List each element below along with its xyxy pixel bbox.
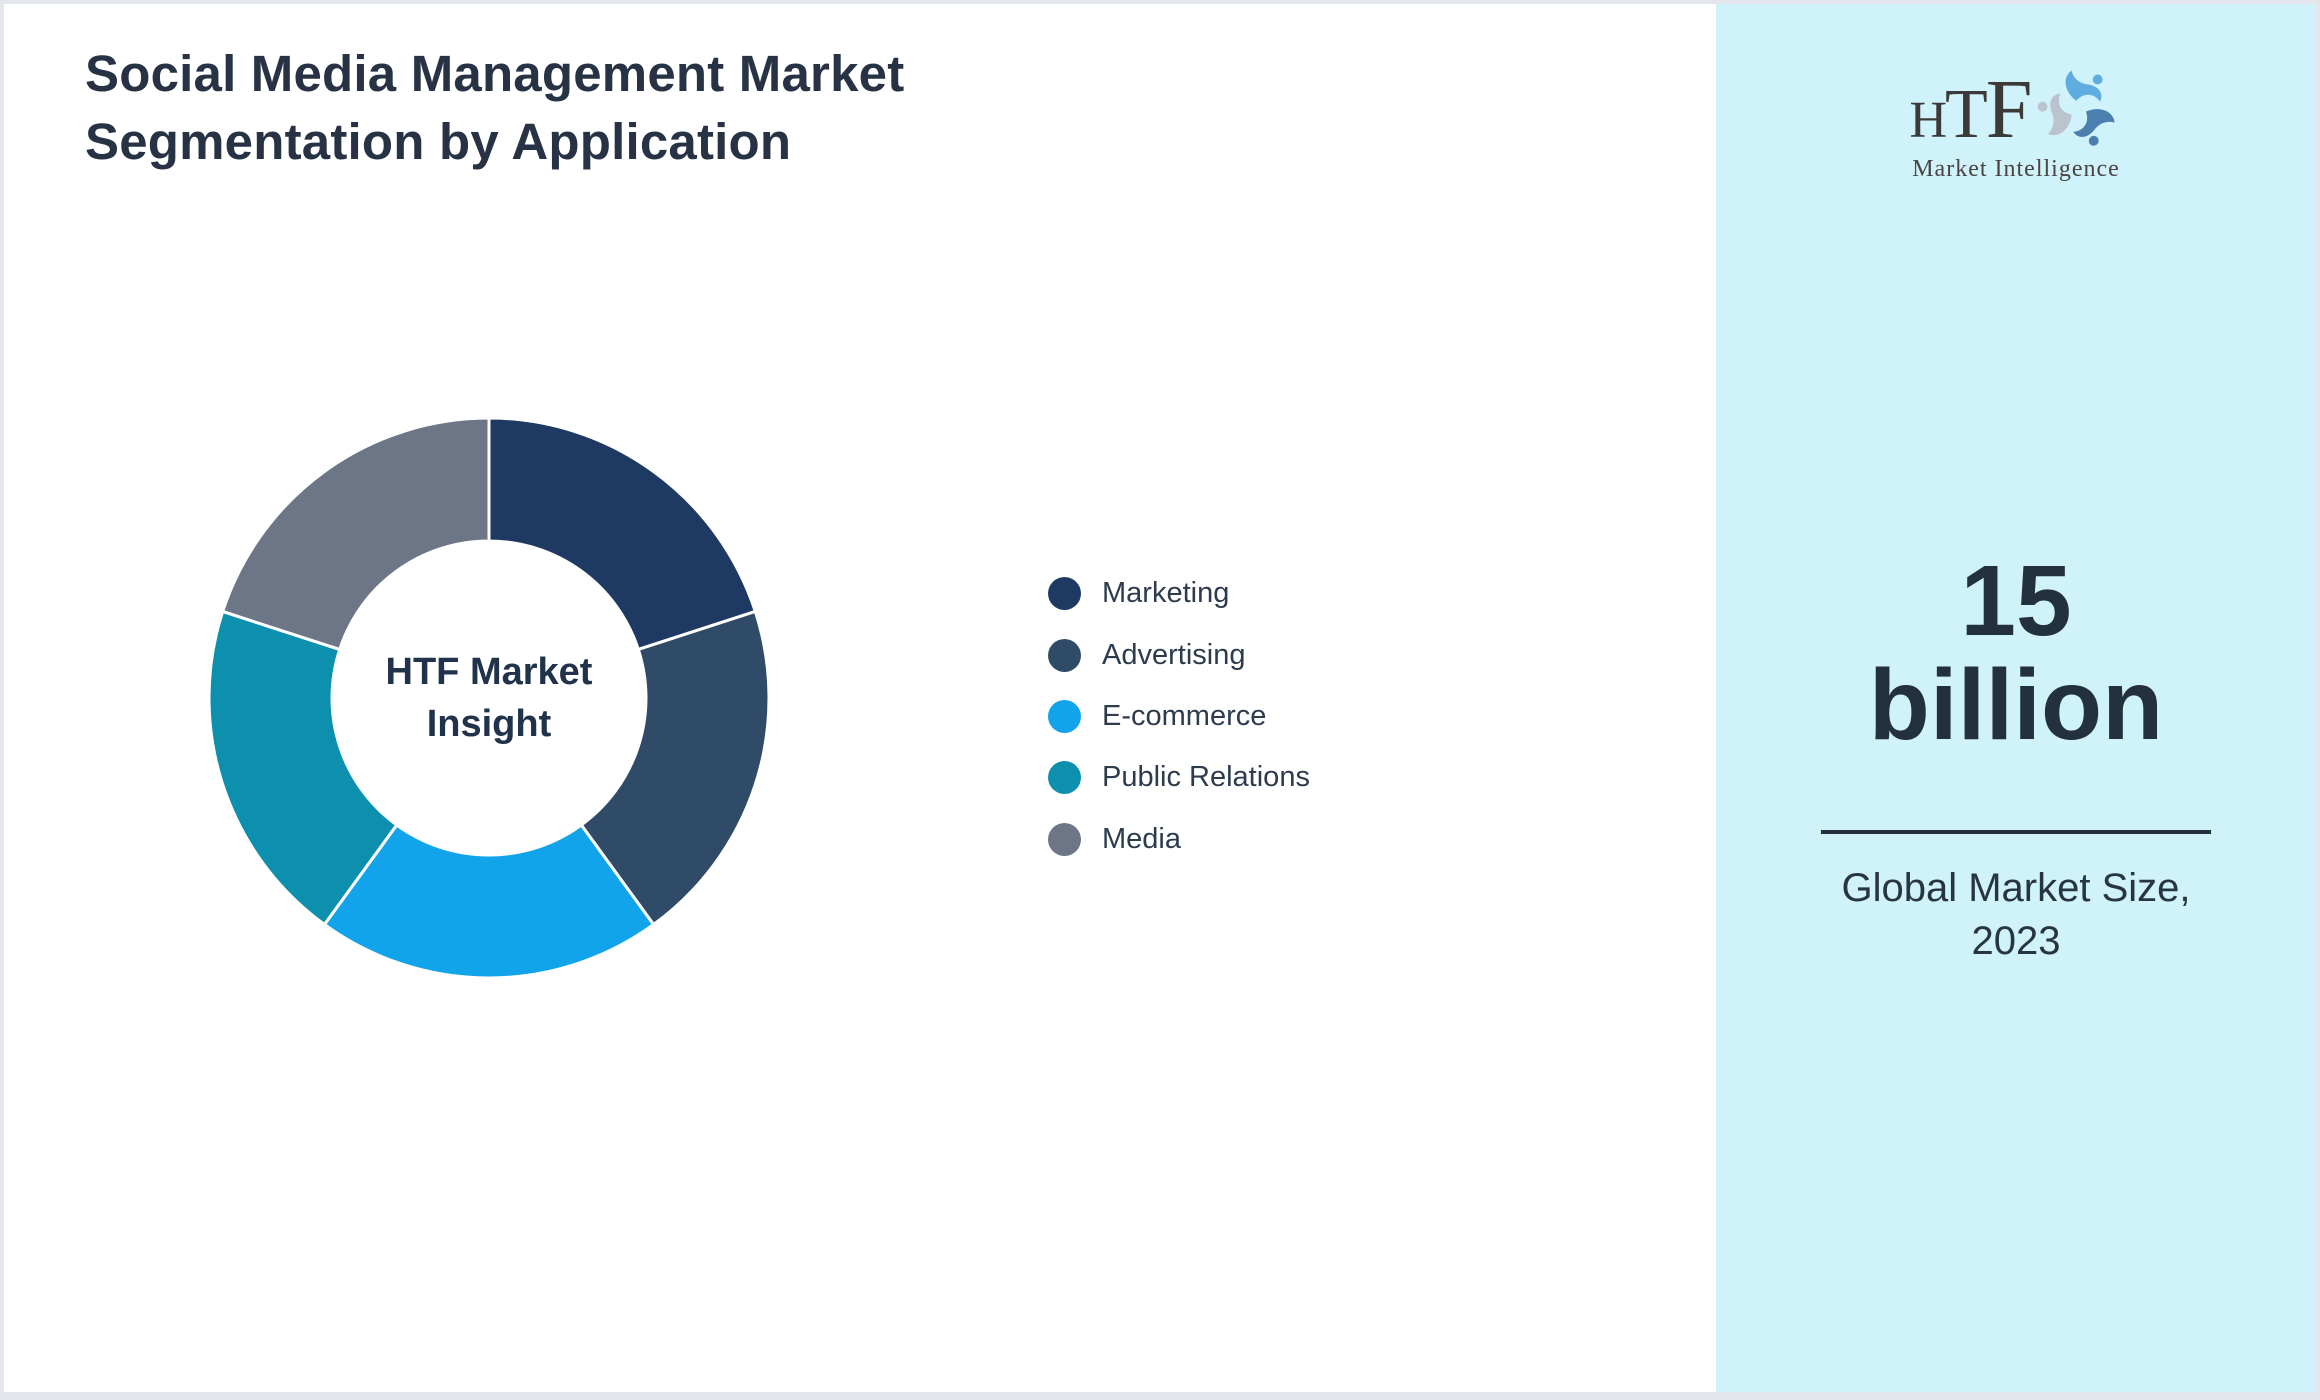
page-title-line-1: Social Media Management Market xyxy=(85,45,905,102)
donut-slice-public-relations xyxy=(207,609,399,927)
legend-item-public-relations: Public Relations xyxy=(1048,747,1310,808)
legend-swatch-media xyxy=(1048,822,1081,856)
legend-item-e-commerce: E-commerce xyxy=(1048,686,1310,747)
legend-swatch-marketing xyxy=(1048,577,1081,611)
donut-chart: HTF Market Insight xyxy=(189,398,789,998)
legend-swatch-advertising xyxy=(1048,638,1081,672)
htf-logo-row: H T F xyxy=(1909,68,2122,152)
legend-label-e-commerce: E-commerce xyxy=(1102,699,1267,732)
htf-logo-subtext: Market Intelligence xyxy=(1912,156,2120,182)
legend-item-marketing: Marketing xyxy=(1048,563,1310,624)
donut-slice-e-commerce xyxy=(322,822,656,980)
market-size-caption-line-1: Global Market Size, xyxy=(1841,866,2191,910)
sidebar: H T F xyxy=(1716,4,2316,1392)
htf-logo: H T F xyxy=(1716,68,2316,183)
htf-logo-letter-h: H xyxy=(1909,92,1947,149)
legend-item-media: Media xyxy=(1048,809,1310,870)
market-size-caption: Global Market Size, 2023 xyxy=(1716,862,2316,968)
donut-slice-marketing xyxy=(487,416,758,652)
legend-label-marketing: Marketing xyxy=(1102,577,1230,610)
donut-slice-media xyxy=(220,416,491,652)
market-size-value: 15 billion xyxy=(1716,549,2316,757)
market-size-value-line-1: 15 xyxy=(1960,545,2072,657)
donut-chart-svg xyxy=(207,416,771,980)
htf-logo-text: H T F xyxy=(1909,63,2033,156)
legend-label-public-relations: Public Relations xyxy=(1102,761,1310,794)
htf-logo-letter-f: F xyxy=(1985,63,2033,156)
legend-label-advertising: Advertising xyxy=(1102,638,1246,671)
page-title-line-2: Segmentation by Application xyxy=(85,113,792,170)
page-title: Social Media Management Market Segmentat… xyxy=(85,40,1485,176)
market-size-caption-line-2: 2023 xyxy=(1971,919,2061,963)
chart-legend: Marketing Advertising E-commerce Public Rel… xyxy=(1048,563,1310,870)
legend-item-advertising: Advertising xyxy=(1048,624,1310,685)
legend-label-media: Media xyxy=(1102,822,1181,855)
sidebar-divider xyxy=(1821,830,2211,834)
legend-swatch-e-commerce xyxy=(1048,699,1081,733)
dolphin-swirl-icon xyxy=(2037,70,2115,146)
market-size-value-line-2: billion xyxy=(1868,649,2164,761)
legend-swatch-public-relations xyxy=(1048,761,1081,795)
htf-logo-letter-t: T xyxy=(1945,76,1988,153)
donut-slice-advertising xyxy=(579,609,771,927)
